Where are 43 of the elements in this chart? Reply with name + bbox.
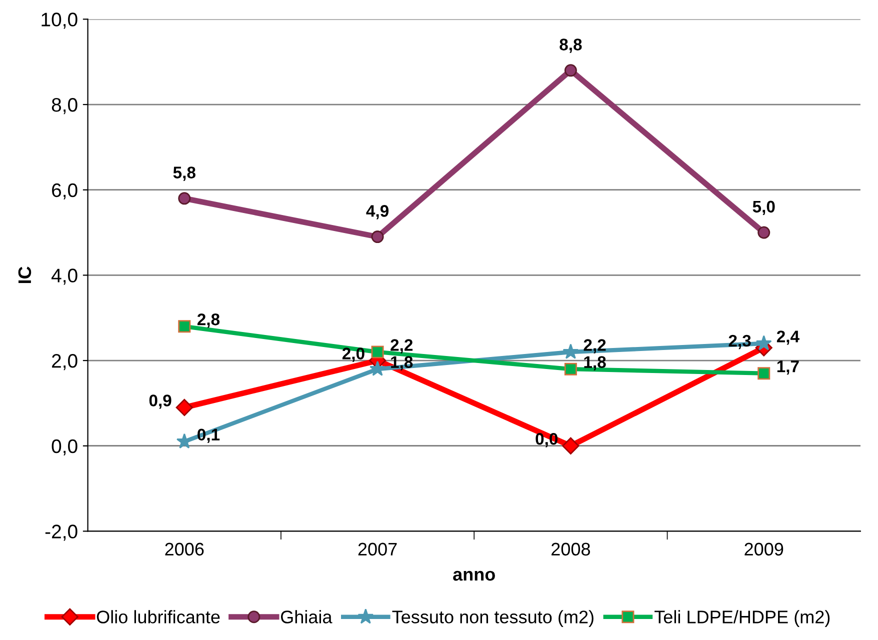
data-label: 4,9 [366,205,389,220]
y-axis-title: IC [18,266,32,284]
data-label: 0,9 [149,394,172,409]
point [370,360,386,376]
legend-label: Tessuto non tessuto (m2) [392,610,594,627]
point [562,437,580,454]
y-tick-label: 6,0 [52,183,78,200]
point [178,192,191,205]
data-label: 5,8 [173,166,196,181]
x-tick-label: 2009 [744,542,784,556]
data-label: 1,8 [391,356,413,370]
point [562,344,579,359]
data-label: 1,7 [777,360,799,375]
legend-label: Teli LDPE/HDPE (m2) [654,610,830,627]
data-label: 8,8 [560,38,582,53]
data-label: 5,0 [752,200,775,215]
y-tick-label: -2,0 [45,524,78,541]
data-label: 1,8 [584,356,606,370]
point [756,335,772,350]
data-label: 0,0 [536,432,558,448]
data-label: 2,8 [197,314,220,328]
point [178,320,191,333]
y-tick-label: 0,0 [52,439,78,456]
x-axis-title: anno [453,570,495,581]
point [564,64,577,77]
y-tick-label: 10,0 [42,12,78,29]
legend-label: Ghiaia [280,610,332,624]
data-label: 2,0 [342,348,364,362]
data-label: 2,2 [390,339,413,354]
x-tick-label: 2006 [165,542,204,556]
point [371,230,384,244]
point [176,398,193,416]
point [758,367,770,380]
y-tick-label: 4,0 [51,268,78,285]
point [758,226,770,239]
legend-label: Olio lubrificante [96,610,220,624]
data-label: 2,4 [776,330,800,345]
y-tick-label: 2,0 [52,354,78,370]
y-tick-label: 8,0 [52,98,78,114]
x-tick-label: 2008 [552,542,590,556]
x-tick-label: 2007 [358,542,397,556]
point [564,362,577,376]
point [371,346,384,358]
